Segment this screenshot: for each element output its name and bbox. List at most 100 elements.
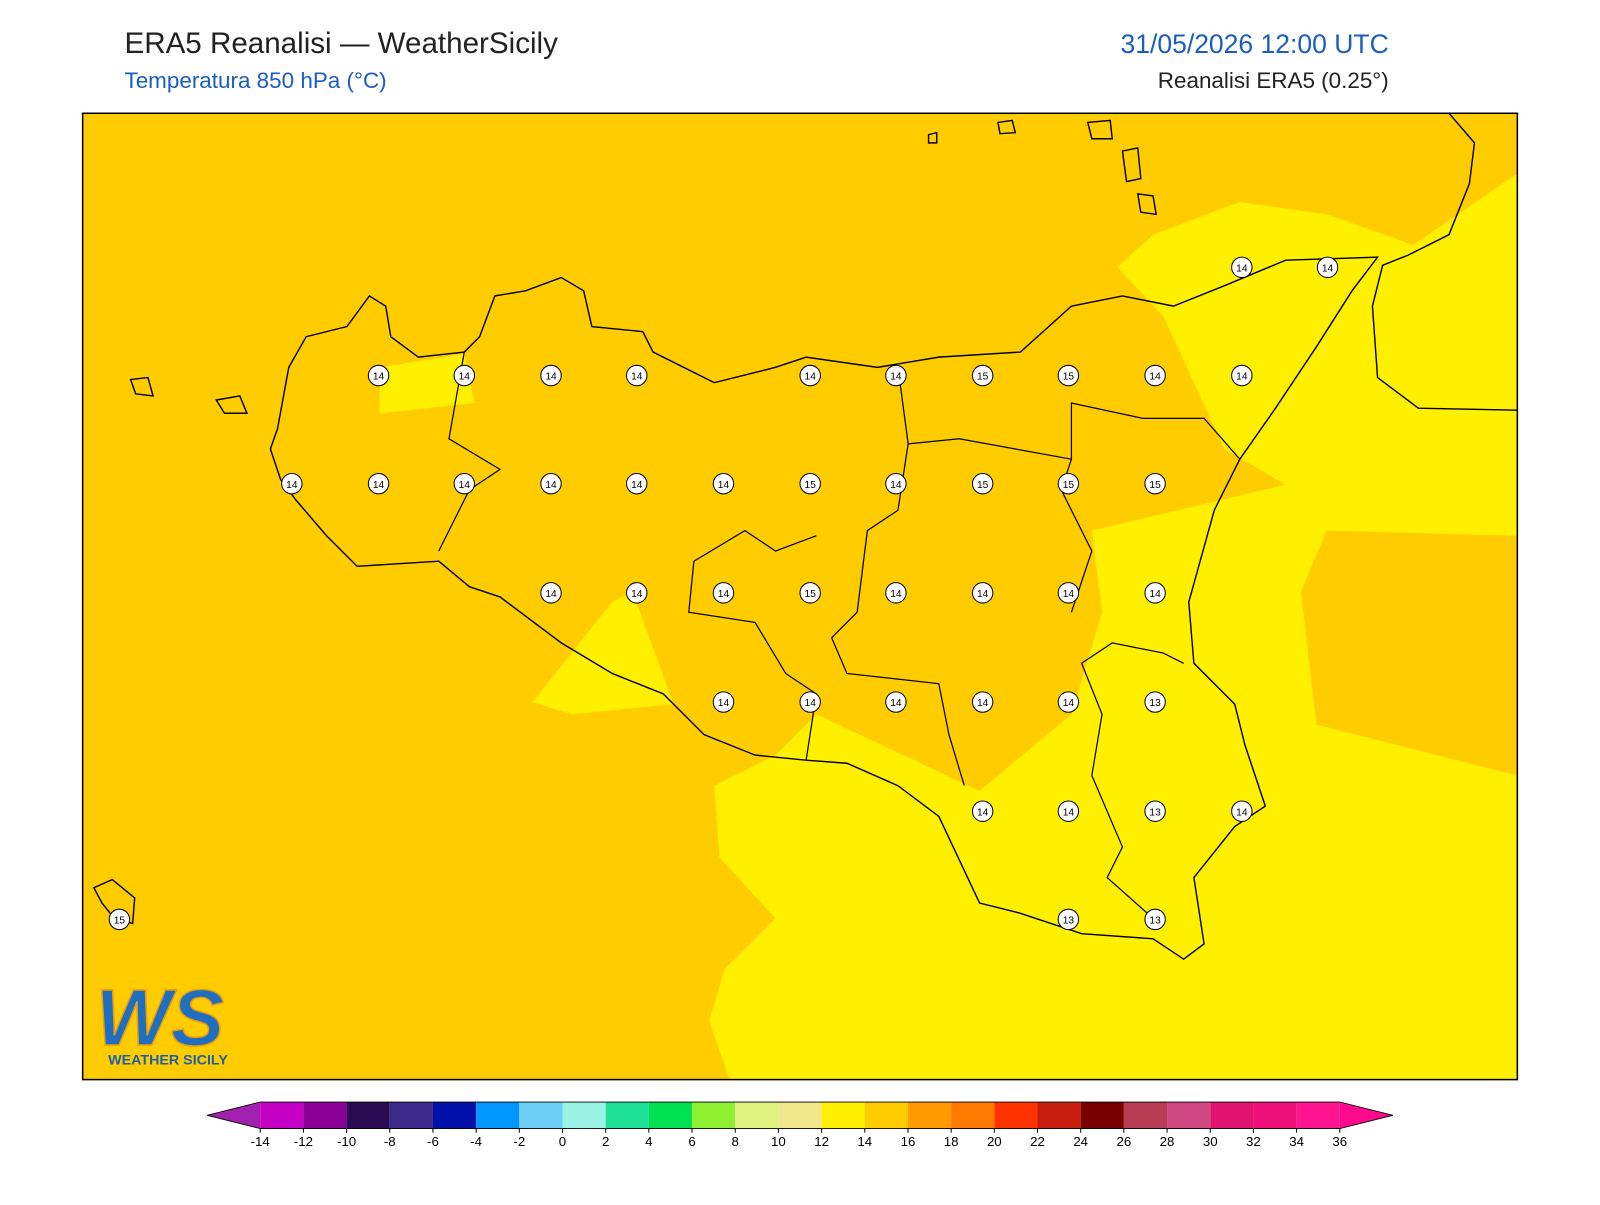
grid-marker bbox=[540, 364, 562, 387]
colorbar-segment bbox=[778, 1102, 822, 1129]
grid-marker bbox=[1144, 800, 1166, 822]
grid-value: 14 bbox=[545, 372, 557, 383]
grid-marker bbox=[885, 691, 907, 713]
grid-marker bbox=[1144, 691, 1166, 713]
colorbar-segment bbox=[1167, 1102, 1211, 1129]
grid-value: 14 bbox=[373, 480, 385, 491]
grid-value: 14 bbox=[718, 480, 730, 491]
colorbar-over bbox=[1339, 1102, 1393, 1129]
colorbar-tick-label: 30 bbox=[1203, 1134, 1218, 1149]
grid-value: 14 bbox=[890, 372, 902, 383]
colorbar-tick-label: 14 bbox=[857, 1134, 872, 1149]
colorbar: -14 -12 -10 -8 -6 -4 -2 0 2 4 6 8 10 12 14 16 18 20 22 24 26… bbox=[207, 1101, 1393, 1149]
grid-marker bbox=[626, 582, 648, 604]
colorbar-tick-label: 28 bbox=[1160, 1134, 1175, 1149]
grid-value: 13 bbox=[1149, 807, 1161, 818]
colorbar-tick-label: 18 bbox=[944, 1134, 959, 1149]
colorbar-segment bbox=[821, 1102, 865, 1129]
colorbar-segment bbox=[1080, 1102, 1124, 1129]
grid-marker bbox=[1057, 691, 1080, 713]
grid-marker bbox=[1057, 472, 1080, 495]
grid-marker bbox=[626, 364, 648, 387]
colorbar-tick-label: 10 bbox=[771, 1134, 786, 1149]
grid-value: 14 bbox=[459, 372, 471, 383]
colorbar-segment bbox=[1253, 1102, 1297, 1129]
grid-value: 15 bbox=[805, 589, 817, 600]
colorbar-segment bbox=[260, 1102, 304, 1129]
colorbar-segment bbox=[303, 1102, 347, 1129]
grid-value: 14 bbox=[1149, 589, 1161, 600]
grid-marker bbox=[1057, 582, 1080, 604]
grid-value: 13 bbox=[1149, 915, 1161, 926]
colorbar-tick-label: -14 bbox=[251, 1134, 270, 1149]
colorbar-tick-label: -8 bbox=[384, 1134, 396, 1149]
colorbar-tick-label: 36 bbox=[1332, 1134, 1347, 1149]
grid-value: 14 bbox=[890, 698, 902, 709]
grid-marker bbox=[712, 582, 735, 604]
grid-value: 13 bbox=[1063, 915, 1075, 926]
colorbar-segment bbox=[562, 1102, 606, 1129]
colorbar-tick-label: 34 bbox=[1289, 1134, 1304, 1149]
grid-value: 14 bbox=[977, 698, 989, 709]
colorbar-tick-label: 16 bbox=[901, 1134, 916, 1149]
colorbar-tick-label: 22 bbox=[1030, 1134, 1045, 1149]
grid-value: 14 bbox=[545, 480, 557, 491]
colorbar-segment bbox=[648, 1102, 693, 1129]
colorbar-under bbox=[207, 1102, 261, 1129]
colorbar-segment bbox=[994, 1102, 1038, 1129]
colorbar-segment bbox=[519, 1102, 563, 1129]
grid-marker bbox=[1231, 800, 1253, 822]
grid-marker bbox=[367, 472, 390, 495]
grid-value: 15 bbox=[1063, 480, 1075, 491]
logo: WS WEATHER SICILY bbox=[95, 972, 228, 1068]
grid-marker bbox=[885, 364, 907, 387]
colorbar-tick-label: 24 bbox=[1073, 1134, 1088, 1149]
logo-text: WEATHER SICILY bbox=[108, 1052, 228, 1068]
grid-value: 14 bbox=[631, 480, 643, 491]
grid-marker bbox=[971, 691, 994, 713]
grid-value: 14 bbox=[977, 807, 989, 818]
grid-marker bbox=[971, 364, 994, 387]
grid-value: 15 bbox=[1063, 372, 1075, 383]
grid-value: 15 bbox=[805, 480, 817, 491]
temperature-field bbox=[379, 354, 475, 414]
colorbar-segment bbox=[605, 1102, 649, 1129]
grid-marker bbox=[540, 472, 562, 495]
grid-marker bbox=[712, 691, 735, 713]
grid-marker bbox=[626, 472, 648, 495]
datetime: 31/05/2026 12:00 UTC bbox=[1120, 29, 1388, 59]
grid-marker bbox=[971, 472, 994, 495]
colorbar-tick-label: 6 bbox=[688, 1134, 695, 1149]
grid-value: 14 bbox=[373, 372, 385, 383]
grid-marker bbox=[281, 472, 303, 495]
grid-marker bbox=[540, 582, 562, 604]
colorbar-tick-label: 2 bbox=[602, 1134, 609, 1149]
colorbar-tick-label: 20 bbox=[987, 1134, 1002, 1149]
colorbar-segment bbox=[432, 1102, 477, 1129]
colorbar-segment bbox=[735, 1102, 779, 1129]
colorbar-segment bbox=[476, 1102, 520, 1129]
grid-value: 15 bbox=[977, 372, 989, 383]
source: Reanalisi ERA5 (0.25°) bbox=[1158, 68, 1389, 93]
grid-labels: 14 14 14 14 14 14 14 14 15 15 14 14 14 14 14 14 14 14 15 14… bbox=[108, 256, 1339, 931]
grid-value: 14 bbox=[1236, 263, 1248, 274]
colorbar-tick-label: -12 bbox=[294, 1134, 313, 1149]
grid-value: 14 bbox=[631, 589, 643, 600]
grid-value: 15 bbox=[114, 915, 126, 926]
grid-value: 14 bbox=[1063, 807, 1075, 818]
grid-marker bbox=[453, 364, 475, 387]
grid-marker bbox=[453, 472, 475, 495]
colorbar-segment bbox=[692, 1102, 736, 1129]
grid-value: 14 bbox=[805, 698, 817, 709]
grid-value: 13 bbox=[1149, 698, 1161, 709]
grid-value: 14 bbox=[1236, 807, 1248, 818]
colorbar-tick-label: 32 bbox=[1246, 1134, 1261, 1149]
grid-marker bbox=[1057, 908, 1080, 931]
map-area bbox=[82, 113, 1518, 1080]
colorbar-segment bbox=[907, 1102, 952, 1129]
grid-marker bbox=[1057, 800, 1080, 822]
grid-value: 14 bbox=[805, 372, 817, 383]
grid-marker bbox=[799, 582, 821, 604]
